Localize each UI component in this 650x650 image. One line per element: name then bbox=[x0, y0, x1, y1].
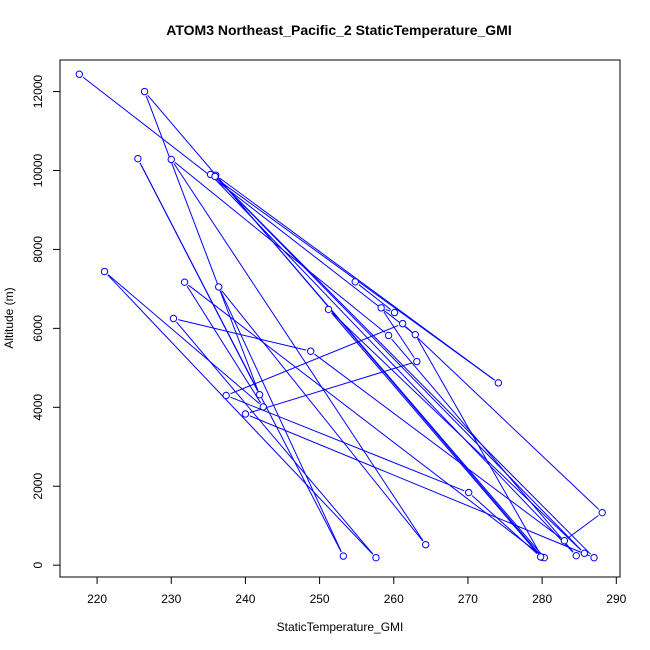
plot-frame bbox=[59, 59, 621, 578]
series-segment bbox=[145, 95, 259, 391]
x-tick-label: 290 bbox=[606, 592, 626, 606]
data-point bbox=[494, 379, 503, 387]
data-point bbox=[372, 553, 380, 562]
data-point bbox=[598, 508, 606, 517]
data-point bbox=[167, 155, 175, 164]
data-point bbox=[536, 553, 545, 561]
y-tick-label: 6000 bbox=[31, 315, 45, 342]
data-point bbox=[307, 347, 315, 355]
series-segment bbox=[176, 321, 374, 555]
y-tick-label: 0 bbox=[31, 562, 45, 569]
series-segment bbox=[331, 312, 582, 551]
series-segment bbox=[230, 396, 465, 492]
data-point bbox=[384, 331, 393, 340]
series-segment bbox=[385, 308, 391, 312]
series-segment bbox=[82, 76, 412, 333]
series-segment bbox=[186, 285, 262, 404]
series-segment bbox=[139, 162, 342, 553]
data-point bbox=[75, 70, 83, 78]
y-axis: 0 2000 4000 6000 8000 10000 12000 bbox=[31, 75, 60, 569]
x-tick-label: 230 bbox=[161, 592, 181, 606]
data-point bbox=[572, 551, 580, 560]
data-point bbox=[580, 549, 589, 558]
series-segment bbox=[213, 177, 574, 553]
series-segment bbox=[383, 311, 415, 358]
y-tick-label: 12000 bbox=[31, 75, 45, 109]
data-point bbox=[398, 319, 407, 328]
series-segment bbox=[331, 312, 538, 554]
x-axis: 220 230 240 250 260 270 280 290 bbox=[87, 577, 627, 606]
x-tick-label: 220 bbox=[87, 592, 107, 606]
series-segment bbox=[567, 515, 599, 539]
series-group bbox=[75, 70, 606, 562]
data-point bbox=[134, 154, 142, 163]
series-segment bbox=[230, 324, 399, 395]
data-point bbox=[324, 305, 333, 314]
x-tick-label: 260 bbox=[384, 592, 404, 606]
series-segment bbox=[249, 362, 413, 414]
series-segment bbox=[107, 274, 374, 555]
data-point bbox=[390, 308, 399, 317]
series-segment bbox=[107, 274, 260, 405]
series-segment bbox=[217, 179, 592, 555]
x-tick-label: 240 bbox=[235, 592, 255, 606]
y-tick-label: 4000 bbox=[31, 394, 45, 421]
y-axis-label: Altitude (m) bbox=[2, 287, 16, 348]
series-segment bbox=[249, 415, 590, 557]
series-segment bbox=[218, 178, 542, 555]
data-point bbox=[255, 390, 264, 399]
series-segment bbox=[177, 319, 307, 351]
data-point bbox=[560, 536, 569, 545]
y-tick-label: 2000 bbox=[31, 473, 45, 500]
series-segment bbox=[358, 284, 392, 311]
data-point bbox=[590, 553, 598, 562]
data-point bbox=[339, 552, 348, 560]
series-segment bbox=[220, 290, 342, 553]
data-point bbox=[140, 87, 149, 96]
data-point bbox=[464, 488, 473, 497]
data-point bbox=[169, 314, 178, 323]
series-segment bbox=[217, 179, 582, 551]
chart-title: ATOM3 Northeast_Pacific_2 StaticTemperat… bbox=[166, 22, 511, 38]
data-point bbox=[180, 278, 189, 286]
x-tick-label: 250 bbox=[310, 592, 330, 606]
series-segment bbox=[471, 495, 538, 555]
y-tick-label: 8000 bbox=[31, 236, 45, 263]
x-tick-label: 270 bbox=[458, 592, 478, 606]
series-segment bbox=[188, 284, 541, 556]
data-point bbox=[241, 410, 250, 418]
data-point bbox=[421, 540, 430, 549]
series-segment bbox=[221, 290, 424, 542]
data-point bbox=[211, 172, 219, 181]
data-point bbox=[413, 357, 421, 366]
data-point bbox=[351, 278, 359, 286]
series-segment bbox=[314, 353, 561, 539]
data-point bbox=[411, 330, 419, 339]
data-point bbox=[215, 283, 223, 291]
data-point bbox=[100, 267, 109, 276]
data-point bbox=[259, 403, 267, 411]
x-axis-label: StaticTemperature_GMI bbox=[277, 620, 404, 634]
y-tick-label: 10000 bbox=[31, 153, 45, 187]
series-segment bbox=[405, 326, 600, 510]
series-segment bbox=[173, 163, 424, 541]
data-point bbox=[222, 391, 230, 400]
x-tick-label: 280 bbox=[532, 592, 552, 606]
data-point bbox=[377, 304, 385, 312]
